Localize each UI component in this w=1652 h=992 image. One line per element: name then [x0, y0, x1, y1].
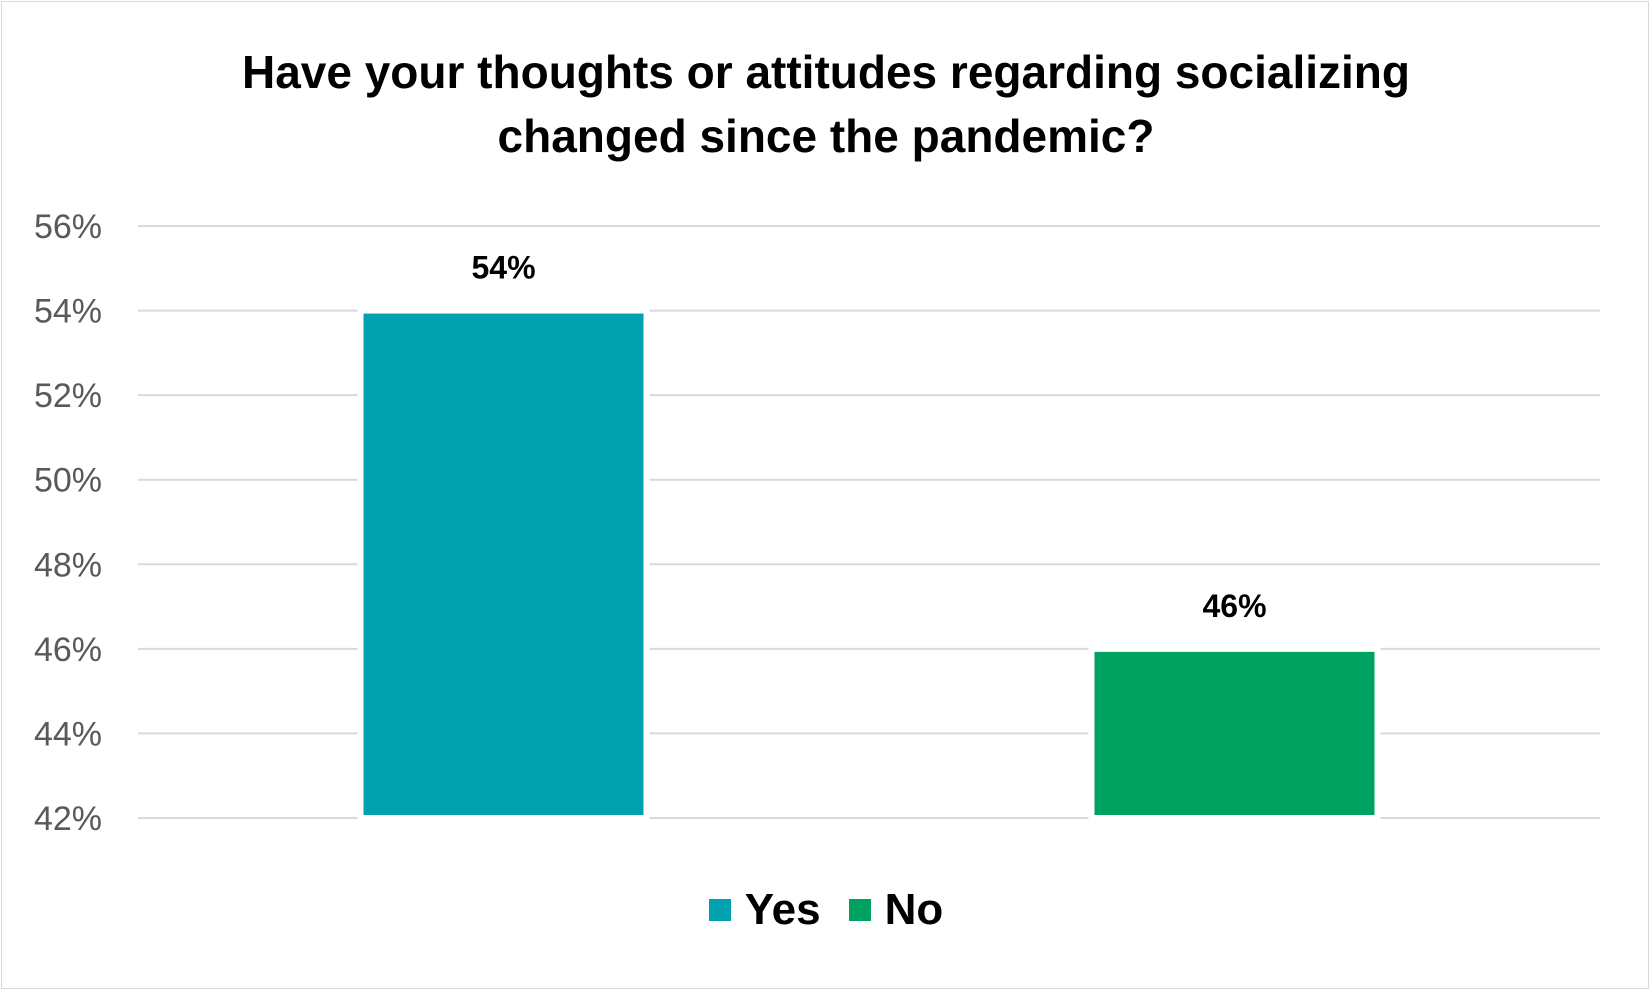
y-tick-label: 54%: [34, 293, 102, 331]
data-labels: 54% 46%: [471, 250, 1266, 624]
bar-no: [1088, 645, 1381, 821]
y-tick-label: 42%: [34, 800, 102, 838]
chart-title: Have your thoughts or attitudes regardin…: [0, 40, 1652, 168]
data-label-no: 46%: [1202, 588, 1266, 624]
legend-label-yes: Yes: [744, 885, 821, 934]
legend-label-no: No: [884, 885, 944, 934]
y-tick-label: 48%: [34, 546, 102, 584]
legend-swatch-no: [848, 899, 871, 921]
y-tick-label: 44%: [34, 715, 102, 753]
legend: Yes No: [0, 885, 1652, 935]
legend-item-no: No: [848, 885, 944, 935]
y-tick-label: 50%: [34, 462, 102, 500]
data-label-yes: 54%: [471, 250, 535, 286]
y-tick-label: 46%: [34, 631, 102, 669]
y-axis-tick-labels: 42% 44% 46% 48% 50% 52% 54% 56%: [34, 208, 102, 838]
legend-item-yes: Yes: [708, 885, 821, 935]
bars: [357, 307, 1381, 821]
bar-yes: [357, 307, 650, 821]
chart-title-line-2: changed since the pandemic?: [497, 110, 1155, 162]
y-tick-label: 56%: [34, 208, 102, 246]
legend-swatch-yes: [708, 899, 731, 921]
chart-title-line-1: Have your thoughts or attitudes regardin…: [241, 46, 1411, 98]
gridlines: [138, 225, 1600, 819]
y-tick-label: 52%: [34, 377, 102, 415]
